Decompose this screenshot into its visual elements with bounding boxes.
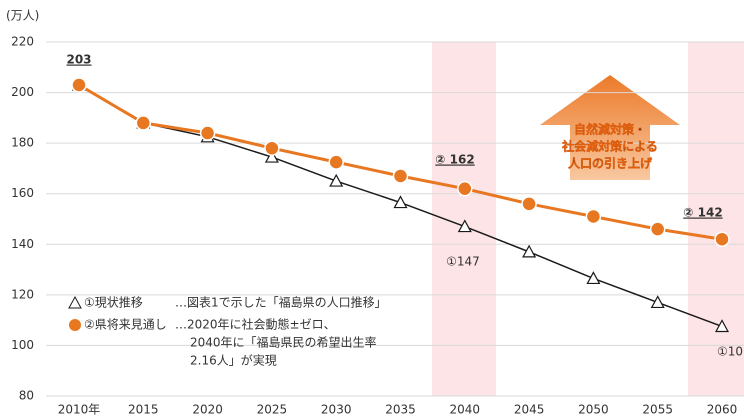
point <box>329 173 344 187</box>
legend-note: 2.16人」が実現 <box>190 353 277 368</box>
legend-note: …図表1で示した「福島県の人口推移」 <box>175 295 387 310</box>
x-tick-label: 2010年 <box>58 403 101 417</box>
arrow-text: 人口の引き上げ <box>568 156 653 171</box>
annotation: ①10 <box>717 345 743 359</box>
arrow-text: 社会減対策による <box>561 139 658 154</box>
point <box>585 208 602 225</box>
arrow-text: 自然減対策・ <box>574 122 646 137</box>
y-tick-label: 220 <box>11 35 34 49</box>
point <box>457 180 473 197</box>
x-tick-label: 2055 <box>642 403 673 417</box>
y-tick-label: 100 <box>11 338 34 352</box>
y-unit: (万人) <box>6 9 39 23</box>
point <box>264 140 280 156</box>
point <box>521 196 537 212</box>
point <box>328 154 344 170</box>
point <box>264 149 279 163</box>
annotation: ② 142 <box>683 206 722 220</box>
point <box>457 219 472 233</box>
legend-note: …2020年に社会動態±ゼロ、 <box>175 317 336 332</box>
legend-label: ②県将来見通し <box>84 318 167 332</box>
point <box>714 231 730 247</box>
x-tick-label: 2040 <box>450 403 481 417</box>
point <box>135 115 152 131</box>
x-tick-label: 2050 <box>578 403 609 417</box>
annotation: ② 162 <box>435 153 474 167</box>
highlight-band <box>432 42 496 396</box>
highlight-band <box>688 42 744 396</box>
point <box>392 168 409 184</box>
point <box>586 271 601 285</box>
point <box>199 125 216 141</box>
y-tick-label: 140 <box>11 237 34 251</box>
x-tick-label: 2025 <box>257 403 288 417</box>
y-tick-label: 160 <box>11 186 34 200</box>
x-tick-label: 2020 <box>192 403 223 417</box>
annotation: ①147 <box>446 255 480 269</box>
arrow <box>540 75 680 180</box>
annotation: 203 <box>66 53 91 67</box>
point <box>714 319 730 333</box>
y-tick-label: 200 <box>11 85 34 99</box>
x-tick-label: 2030 <box>321 403 352 417</box>
x-tick-label: 2035 <box>385 403 416 417</box>
legend-label: ①現状推移 <box>84 296 143 310</box>
x-tick-label: 2015 <box>128 403 159 417</box>
legend-note: 2040年に「福島県民の希望出生率 <box>190 335 377 350</box>
legend-marker <box>69 319 81 331</box>
point <box>522 244 537 258</box>
x-tick-label: 2060 <box>707 403 738 417</box>
point <box>649 221 666 237</box>
point <box>71 77 87 93</box>
x-tick-label: 2045 <box>514 403 545 417</box>
point <box>650 295 665 309</box>
y-tick-label: 180 <box>11 136 34 150</box>
legend-marker <box>68 295 82 309</box>
y-tick-label: 120 <box>11 287 34 301</box>
y-tick-label: 80 <box>19 389 34 403</box>
point <box>393 195 408 209</box>
